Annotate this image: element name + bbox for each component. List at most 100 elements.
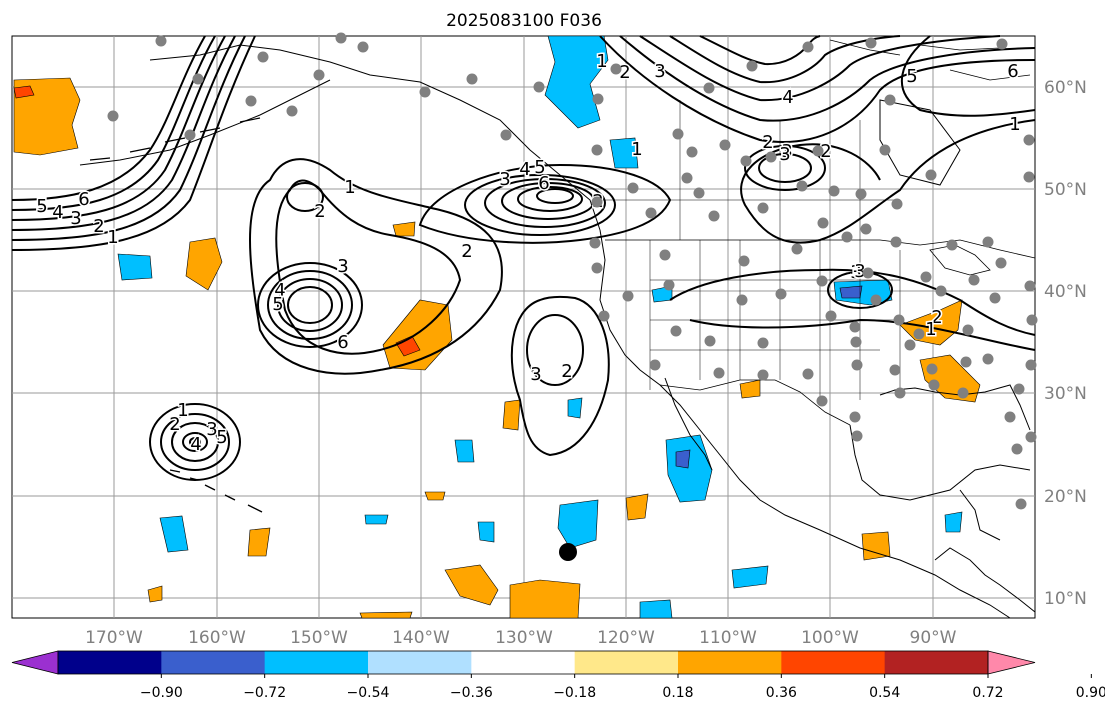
contour-label: 2 <box>561 361 572 382</box>
anomaly-fills <box>13 35 981 619</box>
negative-anomaly <box>477 521 495 543</box>
alaska-peninsula <box>79 79 331 166</box>
contour-line <box>484 178 606 228</box>
contour-line <box>599 35 1036 143</box>
longitude-label: 170°W <box>85 628 143 648</box>
colorbar-segment <box>781 651 886 674</box>
contour-label: 1 <box>631 139 642 160</box>
contour-label: 3 <box>781 141 792 162</box>
colorbar-tick-label: −0.90 <box>140 685 183 701</box>
contour-label: 3 <box>70 208 81 229</box>
contour-line <box>689 318 1036 351</box>
negative-anomaly <box>159 515 189 553</box>
colorbar-tick-label: −0.54 <box>347 685 390 701</box>
contour-label: 5 <box>36 196 47 217</box>
contour-line <box>669 35 901 84</box>
latitude-label: 10°N <box>1044 589 1087 609</box>
contour-label: 3 <box>499 169 510 190</box>
contour-label: 6 <box>78 189 89 210</box>
yucatan <box>959 489 1001 541</box>
latitude-label: 20°N <box>1044 487 1087 507</box>
colorbar-tick-label: 0.54 <box>869 685 900 701</box>
negative-anomaly <box>364 514 389 525</box>
contour-line <box>526 314 584 386</box>
contour-line <box>286 182 324 212</box>
province-lines <box>600 100 900 240</box>
negative-anomaly <box>454 439 475 463</box>
positive-anomaly <box>359 611 413 619</box>
strong-positive-anomaly <box>13 85 35 99</box>
latitude-label: 40°N <box>1044 282 1087 302</box>
canada-us-border <box>605 239 1036 259</box>
latitude-label: 30°N <box>1044 384 1087 404</box>
contour-line <box>275 179 462 355</box>
latitude-label: 60°N <box>1044 78 1087 98</box>
contour-line <box>11 35 226 221</box>
latitude-label: 50°N <box>1044 180 1087 200</box>
contour-line <box>619 35 1036 122</box>
contour-label: 4 <box>274 280 285 301</box>
contour-label: 1 <box>107 227 118 248</box>
contour-line <box>517 186 583 212</box>
contour-label: 6 <box>1007 61 1018 82</box>
longitude-label: 120°W <box>597 628 655 648</box>
strong-negative-anomaly <box>839 285 863 299</box>
mexico-gulf-coast <box>849 424 1031 501</box>
contour-line <box>418 163 672 244</box>
contour-label: 1 <box>344 177 355 198</box>
positive-anomaly <box>509 579 581 619</box>
contour-label: 3 <box>854 261 865 282</box>
colorbar: −0.90 −0.72 −0.54 −0.36 −0.18 0.18 0.36 0.54 0.7… <box>11 650 1105 701</box>
contour-line <box>740 119 1036 244</box>
positive-anomaly <box>444 564 499 606</box>
contour-line <box>277 278 343 332</box>
contour-label: 6 <box>538 173 549 194</box>
contour-label: 6 <box>337 332 348 353</box>
longitude-label: 100°W <box>801 628 859 648</box>
contour-line <box>287 286 333 324</box>
contour-label: 3 <box>337 256 348 277</box>
contour-line <box>160 413 230 471</box>
positive-anomaly <box>185 237 223 291</box>
contour-line <box>669 268 1036 336</box>
longitude-labels: 170°W 160°W 150°W 140°W 130°W 120°W 110°W 100°W… <box>85 628 957 648</box>
storm-marker <box>559 543 577 561</box>
contour-line <box>11 35 256 251</box>
strong-positive-anomaly <box>395 335 421 357</box>
contour-line <box>510 295 610 457</box>
contour-label: 4 <box>190 434 201 455</box>
contour-label: 2 <box>931 307 942 328</box>
contour-line <box>11 35 236 231</box>
positive-anomaly <box>392 221 416 237</box>
colorbar-tick-label: 0.18 <box>662 685 693 701</box>
negative-anomaly <box>557 499 599 549</box>
positive-anomaly <box>424 491 446 501</box>
contour-line <box>464 174 616 236</box>
colorbar-tick-label: −0.36 <box>450 685 493 701</box>
longitude-label: 160°W <box>188 628 246 648</box>
positive-anomaly <box>502 399 521 431</box>
contour-label: 4 <box>519 159 530 180</box>
contour-label: 5 <box>534 157 545 178</box>
contour-line <box>901 35 1036 117</box>
colorbar-segment <box>471 651 576 674</box>
positive-anomaly <box>625 493 649 521</box>
central-america <box>934 547 1036 613</box>
colorbar-segment <box>161 651 266 674</box>
latitude-labels: 60°N 50°N 40°N 30°N 20°N 10°N <box>1044 78 1087 609</box>
contour-line <box>744 145 826 191</box>
contour-line <box>827 271 893 309</box>
contour-label: 4 <box>782 87 793 108</box>
colorbar-segment <box>574 651 679 674</box>
strong-negative-anomaly <box>675 449 691 469</box>
contour-label: 3 <box>850 262 861 283</box>
colorbar-min-extension <box>11 650 59 675</box>
colorbar-tick-label: 0.36 <box>766 685 797 701</box>
colorbar-segment <box>368 651 472 674</box>
contour-line <box>699 35 821 66</box>
arctic-islands <box>829 39 1031 81</box>
negative-anomaly <box>731 565 769 589</box>
contour-line <box>249 158 503 375</box>
longitude-label: 110°W <box>699 628 757 648</box>
